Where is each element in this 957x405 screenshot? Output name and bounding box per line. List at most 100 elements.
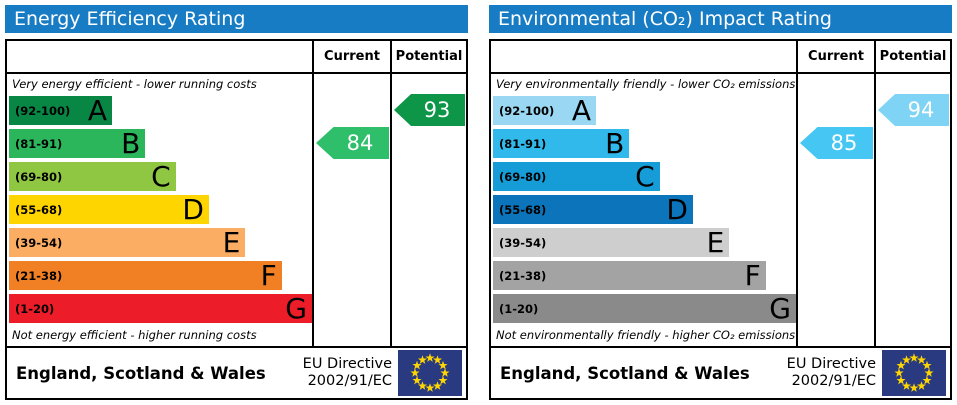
table-corner-cell [491,41,796,74]
current-rating-value: 84 [346,131,374,155]
band-bar-g: (1-20) G [493,294,796,323]
band-row-d: (55-68) D [493,193,796,226]
current-rating-arrow: 85 [800,127,873,159]
eu-directive-line2: 2002/91/EC [307,373,392,389]
band-row-e: (39-54) E [9,226,312,259]
band-row-d: (55-68) D [9,193,312,226]
eu-directive-label: EU Directive 2002/91/EC [303,356,392,390]
band-range: (92-100) [499,103,555,118]
band-range: (81-91) [499,136,547,151]
band-bar-c: (69-80) C [493,162,660,191]
band-row-f: (21-38) F [9,259,312,292]
band-bar-d: (55-68) D [9,195,209,224]
band-letter: F [744,258,761,292]
band-column: Very environmentally friendly - lower CO… [491,74,796,346]
band-range: (1-20) [499,301,539,316]
eu-directive-label: EU Directive 2002/91/EC [787,356,876,390]
band-range: (69-80) [499,169,547,184]
panel-footer: England, Scotland & Wales EU Directive 2… [489,346,952,400]
eu-flag-icon [398,350,462,396]
band-bar-g: (1-20) G [9,294,312,323]
band-row-f: (21-38) F [493,259,796,292]
current-rating-arrow: 84 [316,127,389,159]
band-range: (92-100) [15,103,71,118]
band-row-a: (92-100) A [493,94,796,127]
potential-rating-arrow: 93 [394,94,465,126]
column-header-potential: Potential [390,41,466,74]
current-cell: 85 [796,74,874,346]
panel-footer: England, Scotland & Wales EU Directive 2… [5,346,468,400]
band-letter: C [635,159,655,193]
band-bar-b: (81-91) B [9,126,146,160]
panel-title: Energy Efficiency Rating [14,8,246,30]
band-letter: B [605,126,625,160]
band-letter: E [222,225,241,259]
band-bar-b: (81-91) B [493,126,630,160]
band-row-b: (81-91) B [493,127,796,160]
eu-directive-line1: EU Directive [302,355,392,372]
band-bar-f: (21-38) F [9,261,282,290]
region-label: England, Scotland & Wales [16,363,266,383]
band-list: (92-100) A (81-91) B (69-80) C (55-68) D (39-54)… [9,94,312,325]
band-letter: G [285,291,307,325]
band-bar-c: (69-80) C [9,162,176,191]
band-range: (55-68) [15,202,63,217]
panel-header: Environmental (CO₂) Impact Rating [489,5,952,33]
band-bar-d: (55-68) D [493,195,693,224]
band-letter: C [151,159,171,193]
band-column: Very energy efficient - lower running co… [7,74,312,346]
panel-title: Environmental (CO₂) Impact Rating [498,8,832,30]
eu-flag-icon [882,350,946,396]
band-bar-f: (21-38) F [493,261,766,290]
current-rating-value: 85 [830,131,858,155]
column-header-potential: Potential [874,41,950,74]
band-range: (21-38) [15,268,63,283]
band-letter: F [260,258,277,292]
band-range: (81-91) [15,136,63,151]
bottom-note: Not energy efficient - higher running co… [12,328,257,342]
band-row-e: (39-54) E [493,226,796,259]
band-letter: A [571,93,592,127]
column-header-current: Current [312,41,390,74]
band-list: (92-100) A (81-91) B (69-80) C (55-68) D (39-54)… [493,94,796,325]
band-bar-e: (39-54) E [9,225,246,259]
band-row-c: (69-80) C [493,160,796,193]
band-bar-a: (92-100) A [9,93,113,127]
panel-environmental-impact: Environmental (CO₂) Impact Rating Curren… [489,5,952,400]
band-range: (55-68) [499,202,547,217]
band-letter: D [182,192,204,226]
potential-rating-value: 94 [907,98,935,122]
band-row-g: (1-20) G [9,292,312,325]
band-letter: D [666,192,688,226]
band-row-b: (81-91) B [9,127,312,160]
eu-directive-line2: 2002/91/EC [791,373,876,389]
band-range: (39-54) [15,235,63,250]
band-range: (21-38) [499,268,547,283]
potential-rating-value: 93 [423,98,451,122]
eu-directive-line1: EU Directive [786,355,876,372]
band-bar-e: (39-54) E [493,228,730,257]
panel-header: Energy Efficiency Rating [5,5,468,33]
band-row-a: (92-100) A [9,94,312,127]
table-corner-cell [7,41,312,74]
band-letter: G [769,291,791,325]
band-range: (69-80) [15,169,63,184]
region-label: England, Scotland & Wales [500,363,750,383]
rating-table: Current Potential Very energy efficient … [5,39,468,348]
band-letter: B [121,126,141,160]
current-cell: 84 [312,74,390,346]
rating-table: Current Potential Very environmentally f… [489,39,952,348]
band-row-c: (69-80) C [9,160,312,193]
potential-cell: 94 [874,74,950,346]
band-range: (39-54) [499,235,547,250]
band-row-g: (1-20) G [493,292,796,325]
bottom-note: Not environmentally friendly - higher CO… [496,328,796,342]
potential-rating-arrow: 94 [878,94,949,126]
column-header-current: Current [796,41,874,74]
band-letter: A [87,93,108,127]
potential-cell: 93 [390,74,466,346]
band-bar-a: (92-100) A [493,93,597,127]
band-range: (1-20) [15,301,55,316]
panel-energy-efficiency: Energy Efficiency Rating Current Potenti… [5,5,468,400]
